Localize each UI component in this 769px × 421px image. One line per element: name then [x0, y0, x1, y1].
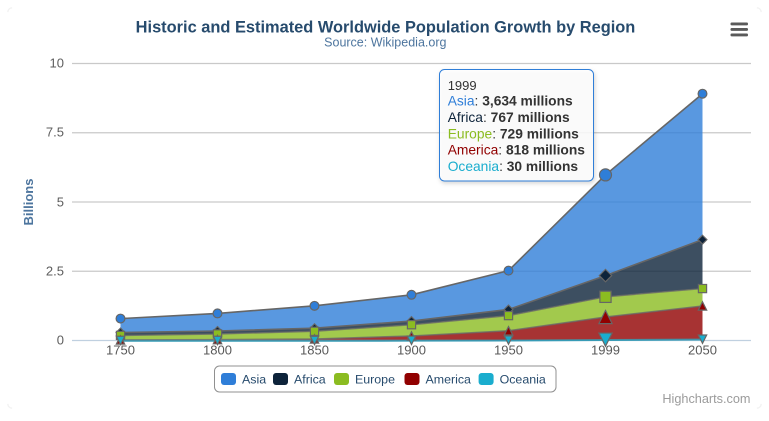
- svg-text:10: 10: [50, 55, 64, 70]
- svg-text:Europe: Europe: [355, 373, 395, 387]
- svg-text:0: 0: [57, 332, 64, 347]
- svg-text:1900: 1900: [397, 343, 426, 358]
- svg-text:Africa: Africa: [294, 373, 326, 387]
- svg-text:2.5: 2.5: [46, 263, 64, 278]
- svg-text:Historic and Estimated Worldwi: Historic and Estimated Worldwide Populat…: [136, 19, 636, 37]
- svg-text:Asia: Asia: [242, 373, 266, 387]
- svg-text:Oceania: 30 millions: Oceania: 30 millions: [448, 159, 579, 174]
- svg-text:1800: 1800: [203, 343, 232, 358]
- svg-text:America: 818 millions: America: 818 millions: [448, 143, 586, 158]
- svg-text:1950: 1950: [494, 343, 523, 358]
- svg-text:Billions: Billions: [21, 179, 36, 226]
- svg-text:Oceania: Oceania: [500, 373, 546, 387]
- svg-text:Highcharts.com: Highcharts.com: [662, 392, 750, 406]
- svg-text:America: America: [426, 373, 472, 387]
- svg-text:5: 5: [57, 194, 64, 209]
- svg-text:1999: 1999: [448, 78, 477, 93]
- svg-text:Europe: 729 millions: Europe: 729 millions: [448, 126, 579, 141]
- svg-text:Source: Wikipedia.org: Source: Wikipedia.org: [324, 36, 446, 50]
- svg-text:1999: 1999: [591, 343, 620, 358]
- svg-text:1850: 1850: [300, 343, 329, 358]
- svg-text:2050: 2050: [688, 343, 717, 358]
- svg-text:Asia: 3,634 millions: Asia: 3,634 millions: [448, 94, 573, 109]
- svg-text:Africa: 767 millions: Africa: 767 millions: [448, 110, 570, 125]
- svg-text:7.5: 7.5: [46, 124, 64, 139]
- svg-text:1750: 1750: [106, 343, 135, 358]
